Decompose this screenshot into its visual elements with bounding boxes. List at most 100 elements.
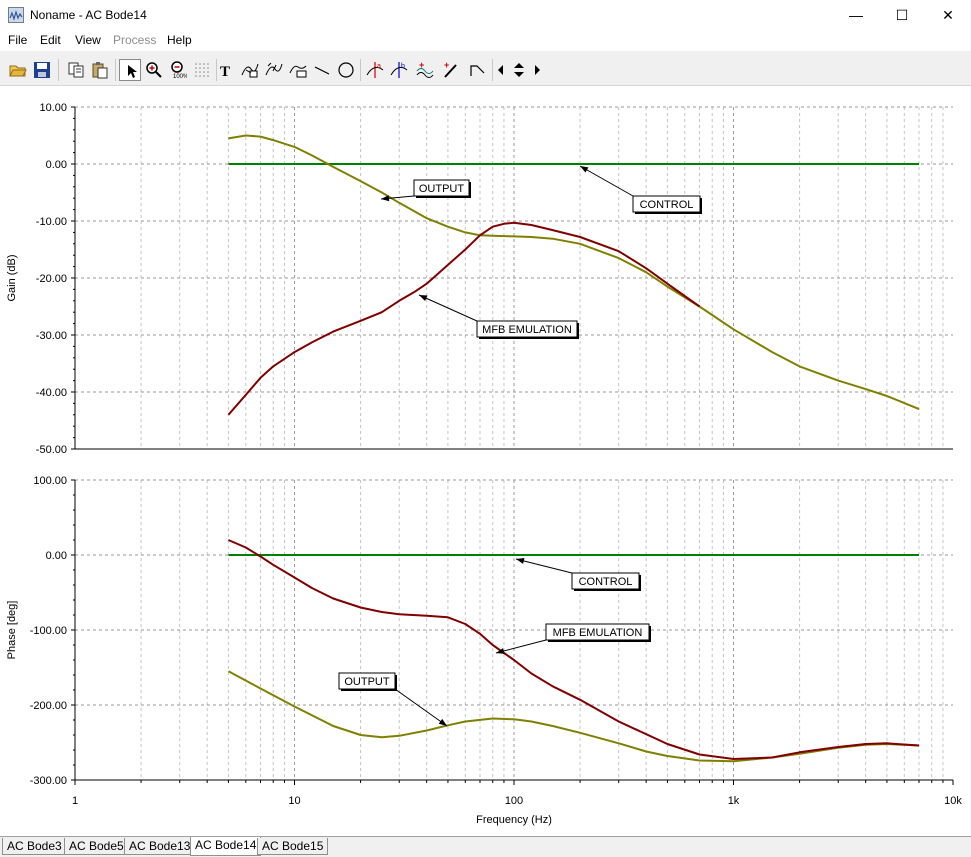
- nav-updown-icon: [514, 63, 524, 77]
- cursor-b-button[interactable]: b: [388, 59, 410, 81]
- gain-series-output: [228, 134, 920, 411]
- curve-label-c-icon: [289, 65, 307, 78]
- gain-annotation-arrowhead: [580, 166, 589, 173]
- phase-annotation-box: [338, 672, 396, 690]
- bode-plots: 10.000.00-10.00-20.00-30.00-40.00-50.00G…: [6, 102, 962, 826]
- gain-y-tick-label: -20.00: [36, 273, 67, 285]
- phase-y-tick-label: -300.00: [30, 775, 67, 787]
- gain-y-tick-label: 0.00: [46, 159, 67, 171]
- menu-process[interactable]: Process: [113, 33, 157, 47]
- add-curve-icon: +: [416, 61, 434, 78]
- save-icon: [34, 62, 50, 78]
- circle-tool-icon: [338, 62, 354, 78]
- gain-y-tick-label: -30.00: [36, 330, 67, 342]
- paste-button[interactable]: [89, 59, 111, 81]
- add-curve-button[interactable]: +: [414, 59, 436, 81]
- tab-ac-bode15[interactable]: AC Bode15: [257, 838, 329, 855]
- text-tool-button[interactable]: T: [215, 59, 237, 81]
- gain-annotation-label: CONTROL: [640, 199, 694, 211]
- grid-icon: [195, 63, 209, 77]
- nav-right-icon: [535, 65, 540, 75]
- bode-asymptote-button[interactable]: [466, 59, 488, 81]
- app-icon: [8, 7, 24, 23]
- title-bar: Noname - AC Bode14 — ☐ ✕: [0, 0, 971, 30]
- window-title: Noname - AC Bode14: [30, 8, 147, 22]
- menu-file[interactable]: File: [8, 33, 28, 47]
- toolbar-separator: [360, 59, 361, 81]
- svg-text:+: +: [444, 61, 449, 70]
- toolbar-separator: [115, 59, 116, 81]
- x-tick-label: 100: [505, 795, 523, 807]
- close-button[interactable]: ✕: [925, 0, 971, 30]
- curve-label-c-button[interactable]: [287, 59, 309, 81]
- zoom-in-button[interactable]: [143, 59, 165, 81]
- gain-annotation-leader: [579, 165, 634, 197]
- phase-series-mfb-emulation: [228, 539, 920, 760]
- line-tool-icon: [314, 66, 330, 75]
- curve-label-b-button[interactable]: [263, 59, 285, 81]
- gain-y-axis-label: Gain (dB): [6, 254, 18, 301]
- toolbar: 100% T a b + +: [0, 51, 971, 86]
- bode-asymptote-icon: [470, 65, 485, 76]
- maximize-button[interactable]: ☐: [879, 0, 925, 30]
- phase-annotation-leader: [515, 558, 573, 574]
- grid-button[interactable]: [191, 59, 213, 81]
- cursor-a-icon: a: [366, 62, 384, 78]
- curve-label-a-icon: [241, 63, 259, 78]
- tab-ac-bode13[interactable]: AC Bode13: [124, 838, 196, 855]
- phase-annotation-arrowhead: [496, 648, 505, 654]
- gain-y-tick-label: -50.00: [36, 444, 67, 456]
- gain-y-tick-label: -10.00: [36, 216, 67, 228]
- open-button[interactable]: [7, 59, 29, 81]
- line-tool-button[interactable]: [311, 59, 333, 81]
- gain-annotation-leader: [418, 294, 478, 322]
- copy-button[interactable]: [65, 59, 87, 81]
- pointer-tool-button[interactable]: [119, 59, 141, 81]
- gain-annotation-box: [632, 195, 701, 213]
- zoom-100-icon: 100%: [171, 61, 187, 79]
- phase-annotation-arrowhead: [516, 558, 525, 564]
- cursor-a-button[interactable]: a: [364, 59, 386, 81]
- phase-annotation-label: CONTROL: [579, 576, 633, 588]
- gain-annotation-label: MFB EMULATION: [482, 324, 572, 336]
- x-tick-label: 10k: [944, 795, 962, 807]
- minimize-button[interactable]: —: [833, 0, 879, 30]
- menu-bar: File Edit View Process Help: [0, 30, 971, 51]
- phase-annotation-label: OUTPUT: [344, 676, 390, 688]
- gain-y-tick-label: -40.00: [36, 387, 67, 399]
- phase-annotation-arrowhead: [438, 718, 447, 726]
- gain-annotation-box: [476, 320, 578, 338]
- menu-help[interactable]: Help: [167, 33, 192, 47]
- tab-ac-bode3[interactable]: AC Bode3: [2, 838, 67, 855]
- gain-annotation-box: [413, 179, 470, 197]
- svg-text:T: T: [220, 64, 230, 79]
- curve-label-b-icon: [265, 62, 283, 76]
- svg-text:b: b: [401, 63, 405, 70]
- phase-y-axis-label: Phase [deg]: [6, 601, 18, 660]
- tab-ac-bode5[interactable]: AC Bode5: [64, 838, 129, 855]
- phase-series-output: [227, 670, 920, 763]
- phase-y-tick-label: -100.00: [30, 625, 67, 637]
- phase-annotation-box: [571, 572, 640, 590]
- nav-right-button[interactable]: [530, 59, 542, 81]
- save-button[interactable]: [31, 59, 53, 81]
- menu-edit[interactable]: Edit: [40, 33, 61, 47]
- menu-view[interactable]: View: [75, 33, 101, 47]
- tab-ac-bode14[interactable]: AC Bode14: [190, 837, 262, 856]
- probe-button[interactable]: +: [440, 59, 462, 81]
- toolbar-separator: [492, 59, 493, 81]
- text-tool-icon: T: [220, 64, 230, 79]
- gain-annotation-arrowhead: [381, 195, 390, 202]
- paste-icon: [92, 62, 108, 79]
- nav-updown-button[interactable]: [508, 59, 530, 81]
- nav-left-button[interactable]: [494, 59, 506, 81]
- toolbar-separator: [216, 59, 217, 81]
- nav-left-icon: [498, 65, 503, 75]
- phase-annotation-leader: [394, 688, 448, 727]
- curve-label-a-button[interactable]: [239, 59, 261, 81]
- zoom-100-button[interactable]: 100%: [167, 59, 189, 81]
- close-icon: ✕: [942, 7, 954, 23]
- maximize-icon: ☐: [895, 7, 909, 23]
- circle-tool-button[interactable]: [335, 59, 357, 81]
- gain-series-mfb-emulation: [227, 221, 701, 416]
